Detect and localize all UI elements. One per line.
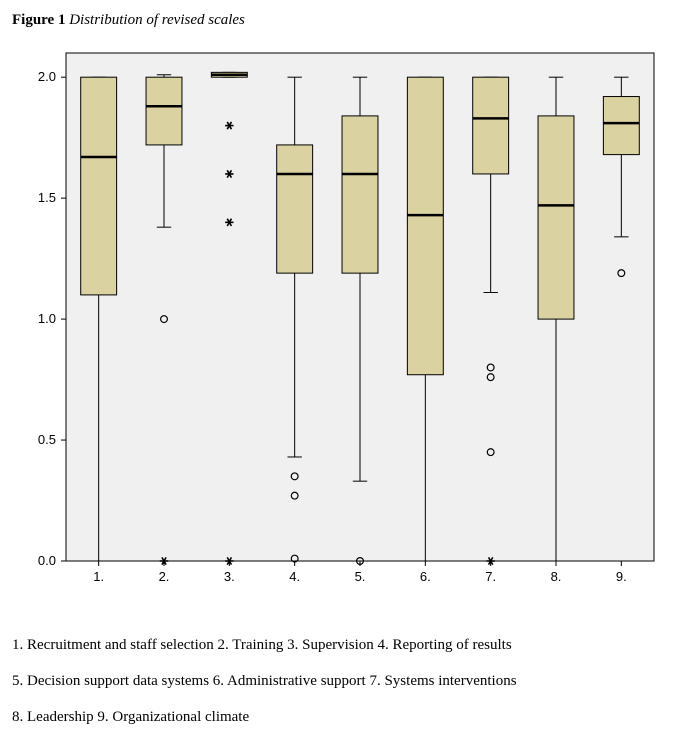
svg-text:0.0: 0.0 [38, 553, 56, 568]
boxplot-chart: 0.0 0.5 1.0 1.5 2.0 1. 2. 3. 4. 5. 6. 7. 8. 9. [12, 39, 672, 599]
svg-text:1.: 1. [93, 569, 104, 584]
legend-line: 1. Recruitment and staff selection 2. Tr… [12, 627, 662, 663]
svg-text:2.0: 2.0 [38, 69, 56, 84]
figure-caption: Distribution of revised scales [69, 12, 245, 28]
svg-text:1.0: 1.0 [38, 311, 56, 326]
figure-title: Figure 1 Distribution of revised scales [12, 12, 682, 29]
legend-text: 1. Recruitment and staff selection 2. Tr… [12, 627, 662, 735]
legend-line: 8. Leadership 9. Organizational climate [12, 699, 662, 735]
svg-text:9.: 9. [616, 569, 627, 584]
legend-line: 5. Decision support data systems 6. Admi… [12, 663, 662, 699]
svg-text:5.: 5. [355, 569, 366, 584]
svg-text:6.: 6. [420, 569, 431, 584]
svg-text:4.: 4. [289, 569, 300, 584]
svg-text:2.: 2. [159, 569, 170, 584]
svg-text:1.5: 1.5 [38, 190, 56, 205]
svg-text:8.: 8. [551, 569, 562, 584]
svg-text:3.: 3. [224, 569, 235, 584]
svg-text:7.: 7. [485, 569, 496, 584]
figure-number: Figure 1 [12, 12, 65, 28]
svg-text:0.5: 0.5 [38, 432, 56, 447]
